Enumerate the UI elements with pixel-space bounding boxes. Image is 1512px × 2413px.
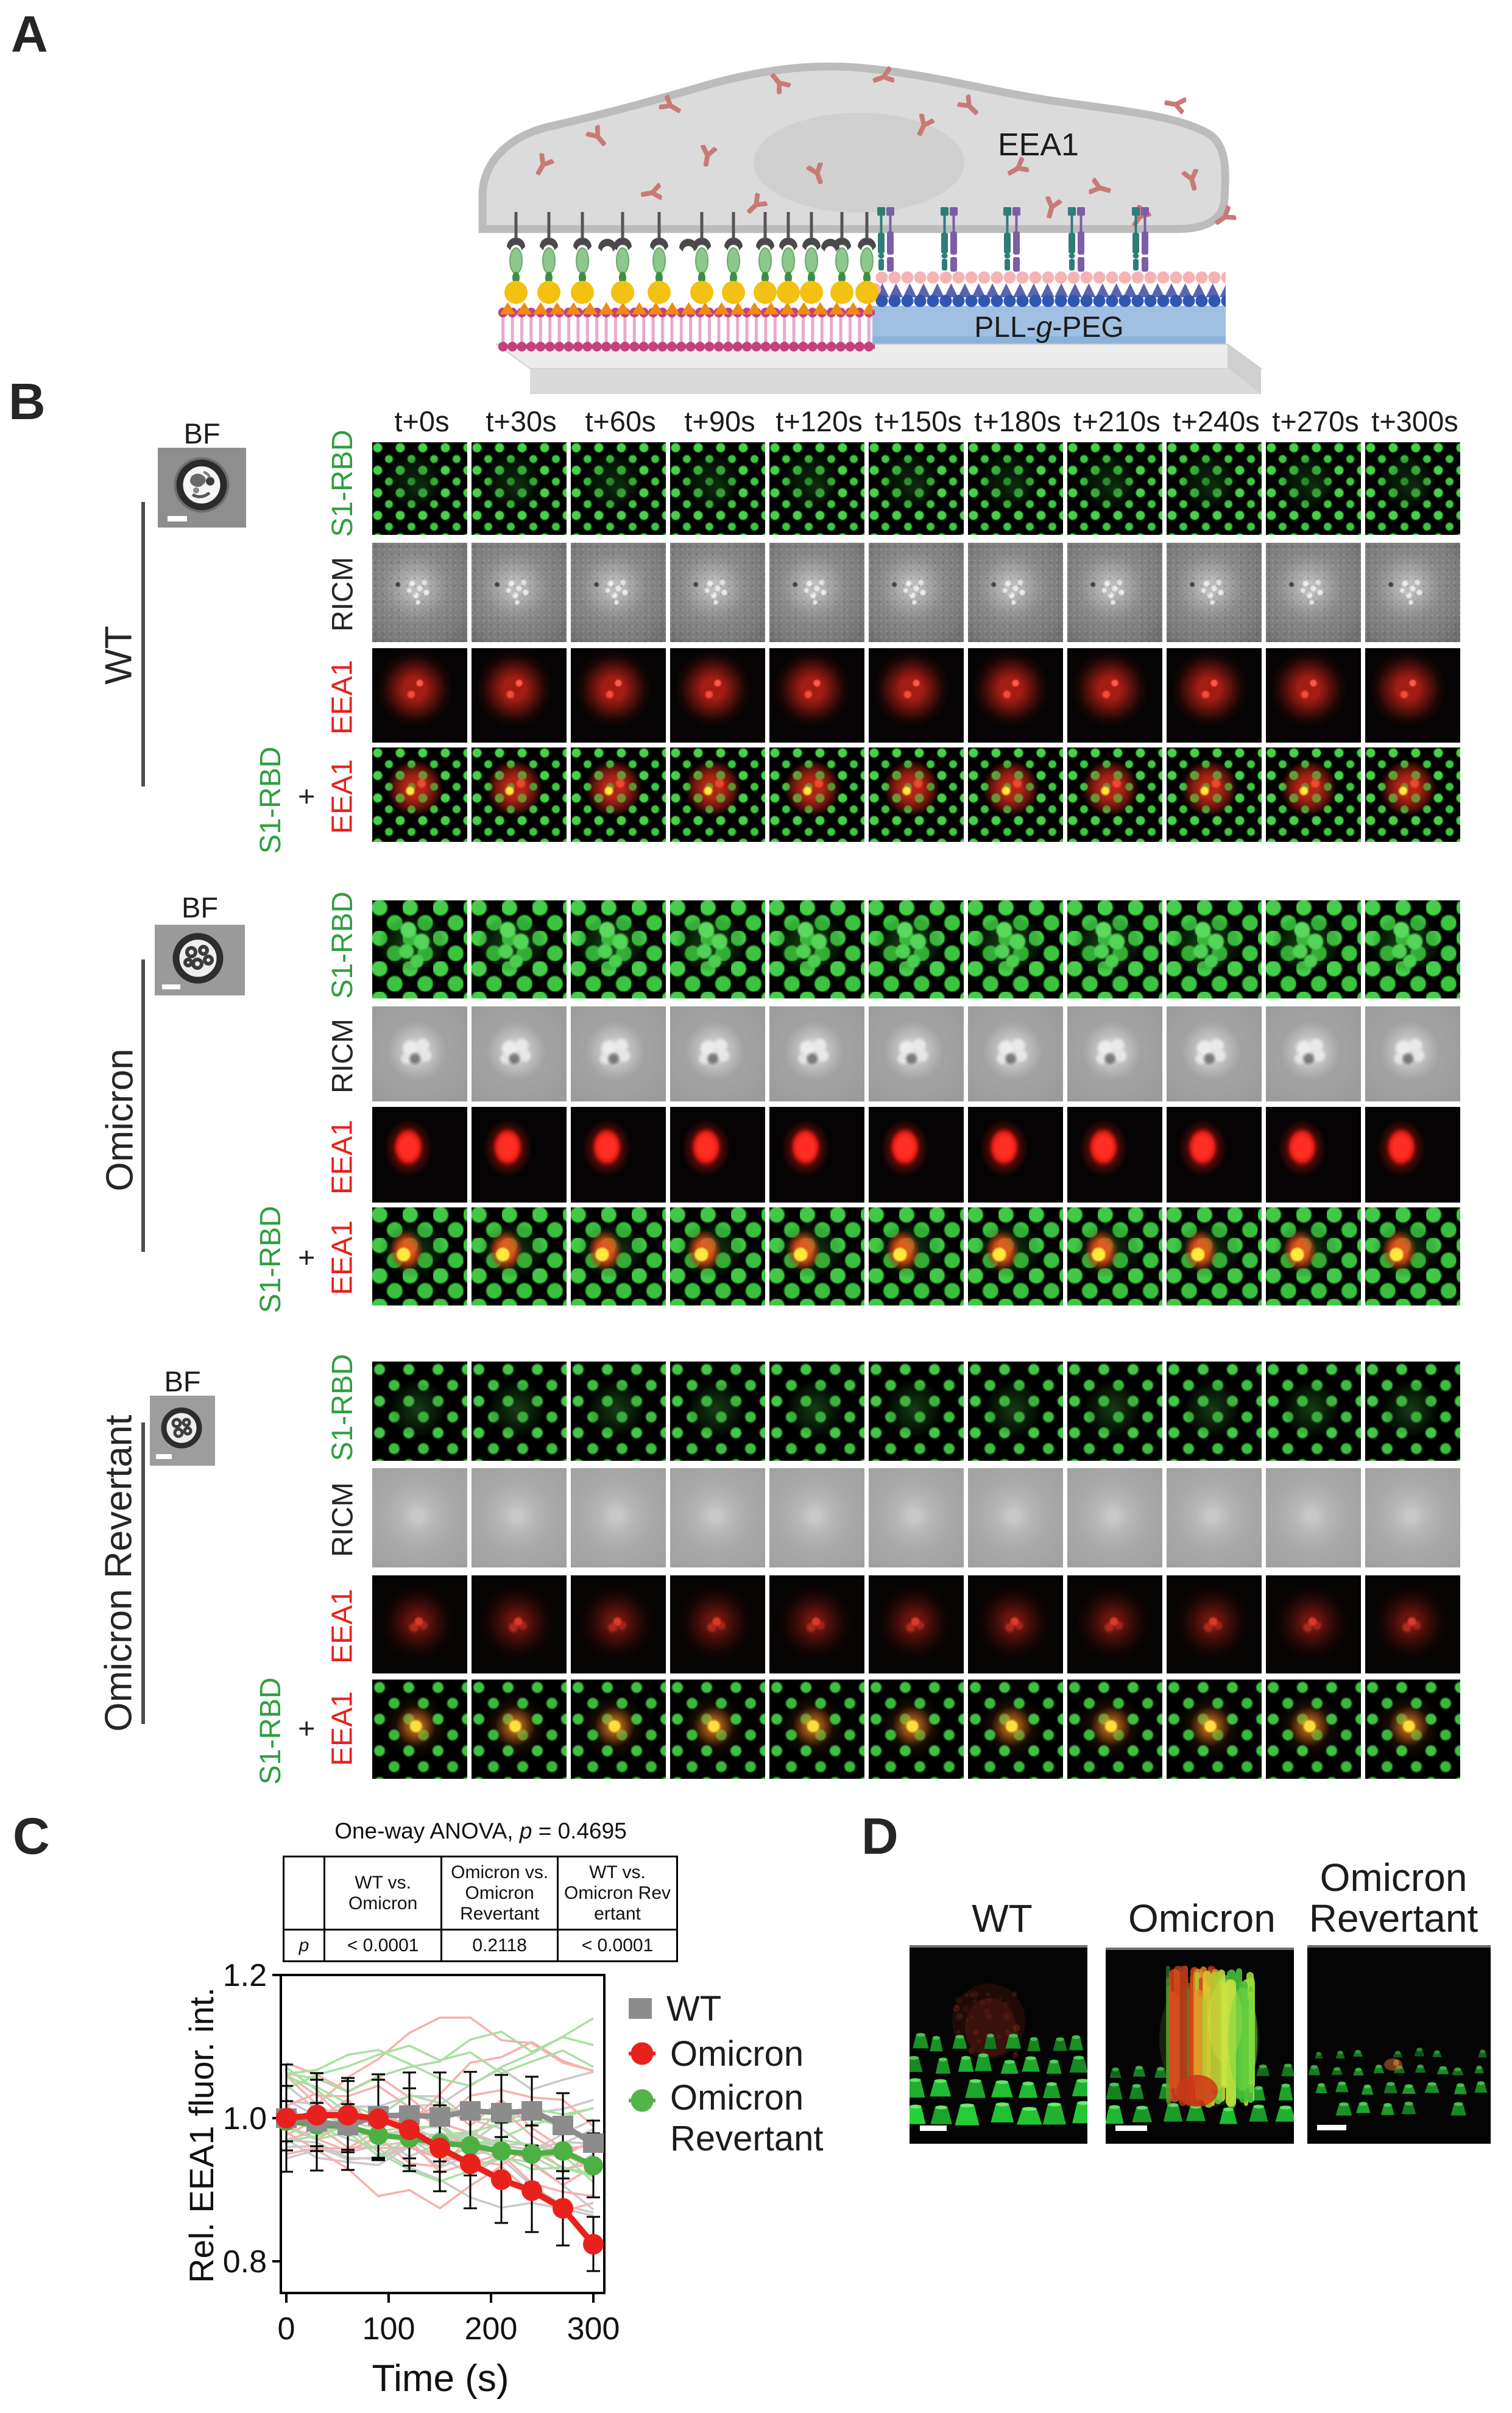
svg-text:EEA1: EEA1: [998, 127, 1079, 163]
svg-text:300: 300: [567, 2311, 620, 2347]
svg-text:Rel. EEA1 fluor. int.: Rel. EEA1 fluor. int.: [182, 1987, 221, 2283]
svg-text:0.8: 0.8: [223, 2244, 267, 2280]
svg-text:100: 100: [362, 2311, 415, 2347]
svg-text:0: 0: [278, 2311, 295, 2347]
svg-text:1.0: 1.0: [223, 2101, 267, 2136]
svg-text:200: 200: [465, 2311, 518, 2347]
svg-text:1.2: 1.2: [223, 1958, 267, 1993]
svg-text:Time (s): Time (s): [372, 2358, 509, 2400]
svg-text:PLL-g-PEG: PLL-g-PEG: [974, 311, 1123, 344]
